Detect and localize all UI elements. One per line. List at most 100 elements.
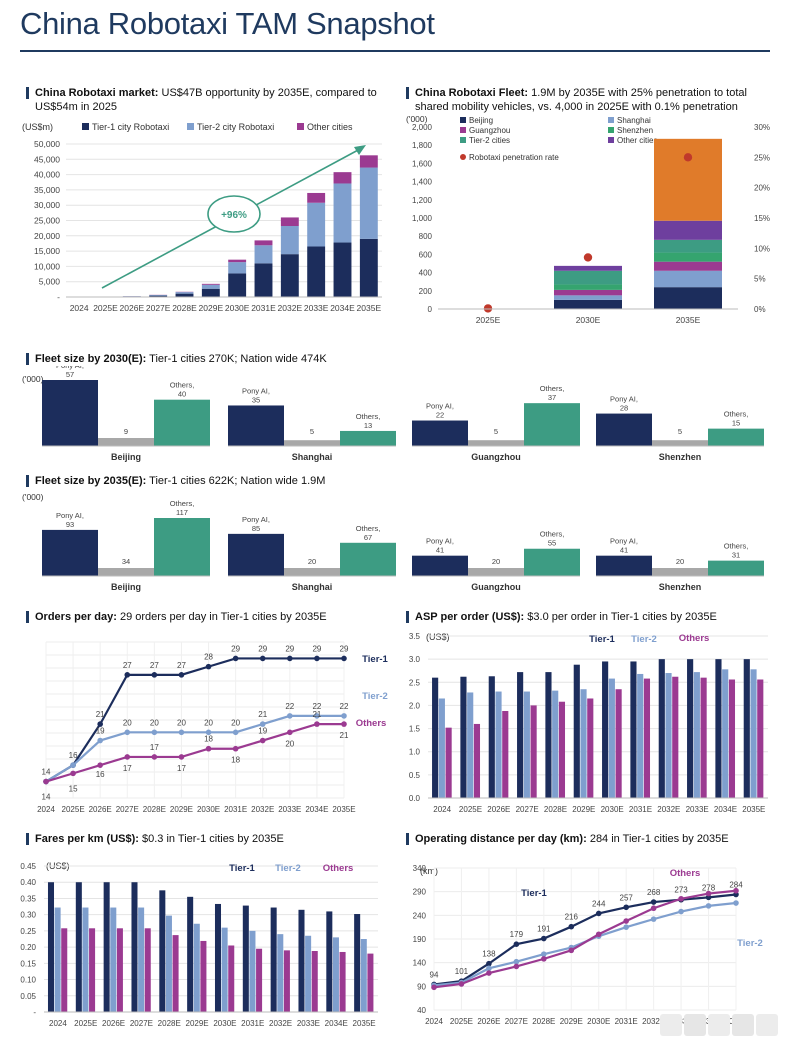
y-tick-label: - xyxy=(33,1008,36,1017)
bar xyxy=(131,882,138,1012)
y-tick-label: 0.10 xyxy=(20,976,36,985)
y-tick-label: 0.15 xyxy=(20,959,36,968)
others-value: 37 xyxy=(548,393,556,402)
y-tick-label: 0.40 xyxy=(20,878,36,887)
data-label: 268 xyxy=(647,888,661,897)
data-label: 94 xyxy=(430,970,439,979)
others-label: Others, xyxy=(170,381,195,390)
y-tick-label: 600 xyxy=(419,250,433,259)
mid-value: 5 xyxy=(494,427,498,436)
bar xyxy=(277,934,284,1012)
y-tick-label: 1.5 xyxy=(409,725,421,734)
data-label: 20 xyxy=(204,718,213,727)
distance-heading: Operating distance per day (km): 284 in … xyxy=(406,832,775,846)
bar xyxy=(201,284,220,289)
others-bar xyxy=(154,399,210,446)
y-unit-label: ('000) xyxy=(22,492,44,502)
legend-swatch xyxy=(82,123,89,130)
x-tick-label: 2032E xyxy=(278,303,303,313)
bar xyxy=(554,289,622,296)
bar xyxy=(654,261,722,271)
y-tick-label: 40 xyxy=(417,1006,426,1015)
data-point xyxy=(513,963,520,970)
x-tick-label: 2030E xyxy=(587,1017,610,1026)
data-label: 19 xyxy=(258,727,267,736)
x-tick-label: 2031E xyxy=(251,303,276,313)
bar xyxy=(467,692,474,798)
y-tick-label: 0.30 xyxy=(20,911,36,920)
penetration-point xyxy=(683,153,693,162)
x-tick-label: 2031E xyxy=(615,1017,638,1026)
title-divider xyxy=(20,50,770,52)
y-unit-label: ('000) xyxy=(22,374,44,384)
bar xyxy=(221,927,228,1012)
data-point xyxy=(486,965,492,972)
y-tick-label: 25,000 xyxy=(34,216,60,226)
bar xyxy=(307,192,326,203)
series-line xyxy=(45,723,344,783)
data-point xyxy=(178,754,185,760)
legend-swatch xyxy=(608,137,614,143)
y-tick-label: 3.5 xyxy=(409,632,421,641)
legend-swatch xyxy=(608,127,614,133)
x-tick-label: 2029E xyxy=(572,805,595,814)
market-chart: (US$m) Tier-1 city Robotaxi Tier-2 city Ro… xyxy=(22,122,382,313)
y-tick-label: 1.0 xyxy=(409,748,421,757)
data-point xyxy=(541,951,547,957)
x-tick-label: 2024 xyxy=(70,303,89,313)
bar xyxy=(249,930,256,1012)
bar xyxy=(311,951,318,1012)
bar xyxy=(47,882,55,1012)
bar xyxy=(193,923,200,1012)
data-point xyxy=(205,729,212,736)
x-tick-label: 2029E xyxy=(170,805,193,814)
data-point xyxy=(314,655,320,662)
x-tick-label: 2027E xyxy=(505,1017,528,1026)
data-label: 21 xyxy=(258,710,267,719)
mid-value: 34 xyxy=(122,557,130,566)
y-tick-label: 800 xyxy=(419,232,433,241)
bar xyxy=(110,907,117,1012)
bar xyxy=(354,914,361,1012)
x-tick-label: 2035E xyxy=(742,805,765,814)
bar xyxy=(305,935,312,1012)
data-point xyxy=(232,655,239,662)
x-tick-label: 2032E xyxy=(251,805,274,814)
bar xyxy=(159,890,166,1012)
bar xyxy=(523,691,530,798)
bar xyxy=(554,270,622,285)
bar xyxy=(307,202,326,247)
x-tick-label: 2026E xyxy=(102,1019,125,1028)
data-point xyxy=(287,729,293,736)
others-bar xyxy=(708,560,764,576)
city-label: Beijing xyxy=(111,582,141,592)
x-tick-label: 2031E xyxy=(629,805,652,814)
arrow-head xyxy=(354,145,366,155)
data-point xyxy=(97,721,103,727)
data-label: 27 xyxy=(150,661,159,670)
bar xyxy=(228,262,247,274)
x-tick-label: 2026E xyxy=(477,1017,500,1026)
data-point xyxy=(705,890,712,897)
bar xyxy=(359,167,378,239)
penetration-point xyxy=(583,253,593,262)
y-tick-label: 0.20 xyxy=(20,943,36,952)
legend-label: Shenzhen xyxy=(617,126,653,135)
x-tick-label: 2025E xyxy=(93,303,118,313)
bar xyxy=(116,928,123,1012)
bar xyxy=(460,676,467,798)
mid-bar xyxy=(468,568,524,576)
legend-swatch xyxy=(608,117,614,123)
data-label: 284 xyxy=(729,881,743,890)
bar xyxy=(339,951,346,1012)
x-tick-label: 2031E xyxy=(224,805,247,814)
others-value: 15 xyxy=(732,419,740,428)
x-tick-label: 2033E xyxy=(686,805,709,814)
market-heading: China Robotaxi market: US$47B opportunit… xyxy=(26,86,395,114)
pony-bar xyxy=(596,555,652,576)
data-point xyxy=(595,931,602,938)
others-value: 67 xyxy=(364,533,372,542)
mid-bar xyxy=(98,438,154,446)
x-tick-label: 2025E xyxy=(459,805,482,814)
bar xyxy=(201,288,220,297)
